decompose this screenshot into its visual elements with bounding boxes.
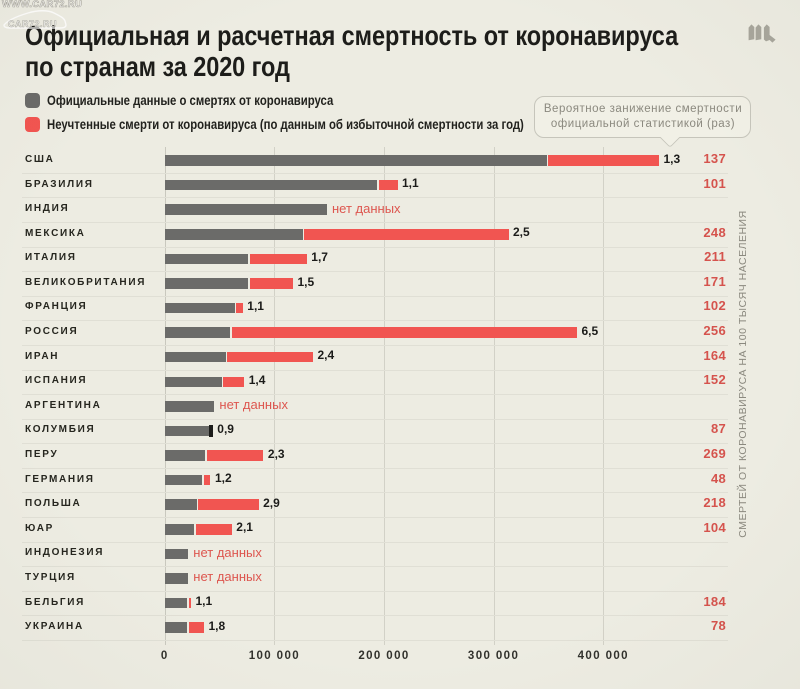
svg-text:CAR72.RU: CAR72.RU xyxy=(8,19,57,29)
